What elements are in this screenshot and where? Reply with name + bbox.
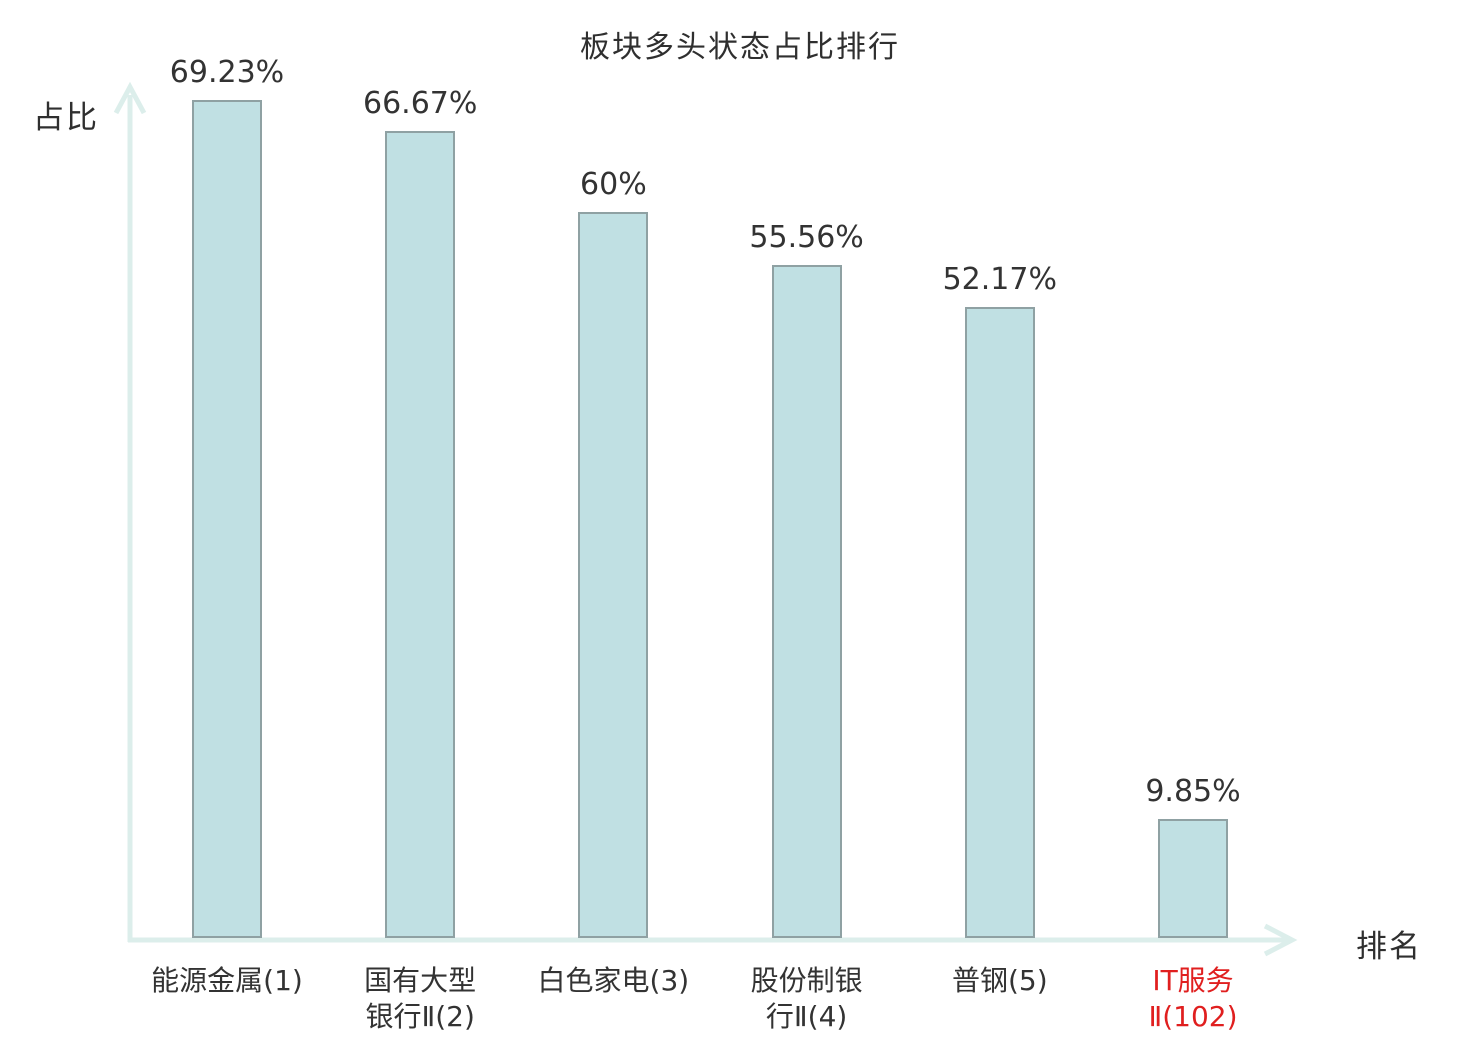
bar-3 bbox=[578, 212, 649, 938]
y-axis-label: 占比 bbox=[33, 100, 99, 136]
bar-value-label: 9.85% bbox=[1145, 774, 1241, 809]
category-label: 白色家电(3) bbox=[537, 964, 690, 997]
bar-5 bbox=[964, 307, 1035, 938]
bar-4 bbox=[771, 265, 842, 938]
y-axis-arrow-icon bbox=[113, 81, 147, 115]
category-label: 国有大型 银行Ⅱ(2) bbox=[364, 964, 477, 1033]
bar-value-label: 55.56% bbox=[749, 220, 864, 255]
category-label: IT服务 Ⅱ(102) bbox=[1148, 964, 1238, 1033]
bar-6 bbox=[1158, 819, 1228, 938]
x-axis-label: 排名 bbox=[1356, 929, 1422, 965]
chart-title: 板块多头状态占比排行 bbox=[580, 30, 900, 65]
bar-1 bbox=[192, 100, 262, 938]
bar-value-label: 52.17% bbox=[942, 262, 1057, 297]
bar-value-label: 66.67% bbox=[362, 86, 478, 121]
category-label: 能源金属(1) bbox=[151, 964, 303, 997]
category-label: 普钢(5) bbox=[951, 964, 1048, 997]
category-label: 股份制银 行Ⅱ(4) bbox=[750, 964, 863, 1033]
bar-value-label: 69.23% bbox=[169, 55, 285, 90]
bar-value-label: 60% bbox=[580, 167, 647, 202]
bar-2 bbox=[385, 131, 456, 938]
x-axis-arrow-icon bbox=[1263, 923, 1298, 957]
